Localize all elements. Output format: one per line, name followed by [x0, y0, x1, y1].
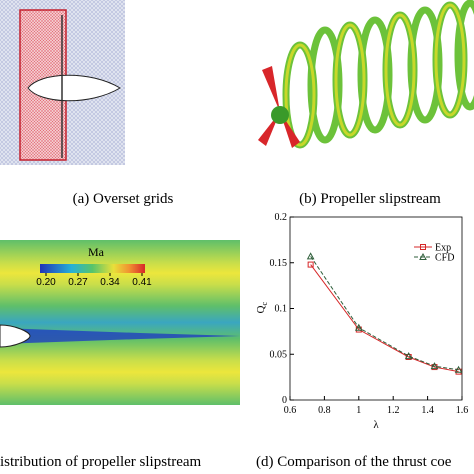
y-tick-label: 0.15: [270, 258, 288, 269]
panel-b: [258, 0, 474, 149]
y-tick-label: 0: [282, 395, 287, 406]
x-tick-label: 1.2: [387, 405, 400, 416]
panel-c: Ma: [0, 240, 240, 405]
series-line: [310, 264, 459, 373]
caption: (d) Comparison of the thrust coe: [256, 454, 452, 470]
x-axis-label: λ: [373, 419, 379, 431]
y-tick-label: 0.1: [275, 304, 288, 315]
body: [27, 74, 121, 102]
y-axis-label-sub: c: [260, 302, 269, 306]
caption: (b) Propeller slipstream: [299, 191, 441, 207]
x-tick-label: 1.6: [456, 405, 469, 416]
y-tick-label: 0.2: [275, 212, 288, 223]
caption: (a) Overset grids: [73, 191, 174, 207]
colorbar-label: 0.27: [68, 277, 88, 288]
x-tick-label: 0.6: [284, 405, 297, 416]
x-tick-label: 1: [356, 405, 361, 416]
marker: [454, 365, 463, 373]
y-axis-label: Qc: [255, 302, 269, 314]
series-line: [310, 256, 459, 371]
marker: [354, 323, 363, 331]
y-tick-label: 0.05: [270, 349, 288, 360]
marker: [419, 252, 427, 260]
marker: [306, 252, 315, 260]
colorbar-label: 0.34: [100, 277, 120, 288]
panel-a: [0, 0, 125, 165]
marker: [404, 352, 413, 360]
marker: [307, 261, 314, 268]
marker: [430, 362, 439, 370]
marker: [420, 244, 426, 250]
colorbar-label: 0.20: [36, 277, 56, 288]
legend-label: CFD: [435, 253, 454, 264]
x-tick-label: 0.8: [318, 405, 331, 416]
caption: istribution of propeller slipstream: [0, 454, 202, 470]
x-tick-label: 1.4: [421, 405, 434, 416]
colorbar-label: 0.41: [132, 277, 152, 288]
colorbar: [40, 264, 145, 273]
colorbar-title: Ma: [88, 245, 105, 259]
y-axis-label-main: Q: [255, 306, 267, 314]
legend-label: Exp: [435, 243, 451, 254]
